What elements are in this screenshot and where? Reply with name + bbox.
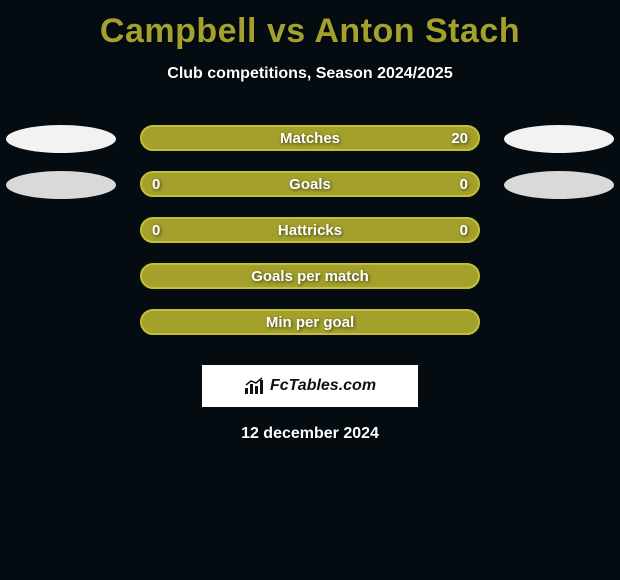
stat-left-value: 0 [152, 222, 160, 239]
stat-row: Goals per match [0, 263, 620, 309]
date-text: 12 december 2024 [0, 425, 620, 443]
stat-label: Min per goal [266, 314, 354, 331]
stat-label: Matches [280, 130, 340, 147]
stat-label: Goals per match [251, 268, 369, 285]
stat-right-value: 0 [460, 222, 468, 239]
stat-right-value: 0 [460, 176, 468, 193]
stat-bar: Goals per match [140, 263, 480, 289]
stat-bar: 0 Hattricks 0 [140, 217, 480, 243]
left-ellipse [6, 125, 116, 153]
stat-bar: 0 Goals 0 [140, 171, 480, 197]
stat-label: Goals [289, 176, 331, 193]
right-ellipse [504, 171, 614, 199]
right-ellipse [504, 125, 614, 153]
brand-box: FcTables.com [202, 365, 418, 407]
stat-row: Matches 20 [0, 125, 620, 171]
page-title: Campbell vs Anton Stach [0, 0, 620, 51]
stat-row: 0 Goals 0 [0, 171, 620, 217]
stat-bar: Matches 20 [140, 125, 480, 151]
stat-right-value: 20 [451, 130, 468, 147]
page-subtitle: Club competitions, Season 2024/2025 [0, 65, 620, 83]
stat-label: Hattricks [278, 222, 342, 239]
chart-icon [244, 377, 266, 395]
stat-bar: Min per goal [140, 309, 480, 335]
stat-left-value: 0 [152, 176, 160, 193]
left-ellipse [6, 171, 116, 199]
stat-rows: Matches 20 0 Goals 0 0 Hattricks 0 Goals… [0, 125, 620, 355]
stat-row: 0 Hattricks 0 [0, 217, 620, 263]
brand-text: FcTables.com [270, 377, 376, 395]
stat-row: Min per goal [0, 309, 620, 355]
